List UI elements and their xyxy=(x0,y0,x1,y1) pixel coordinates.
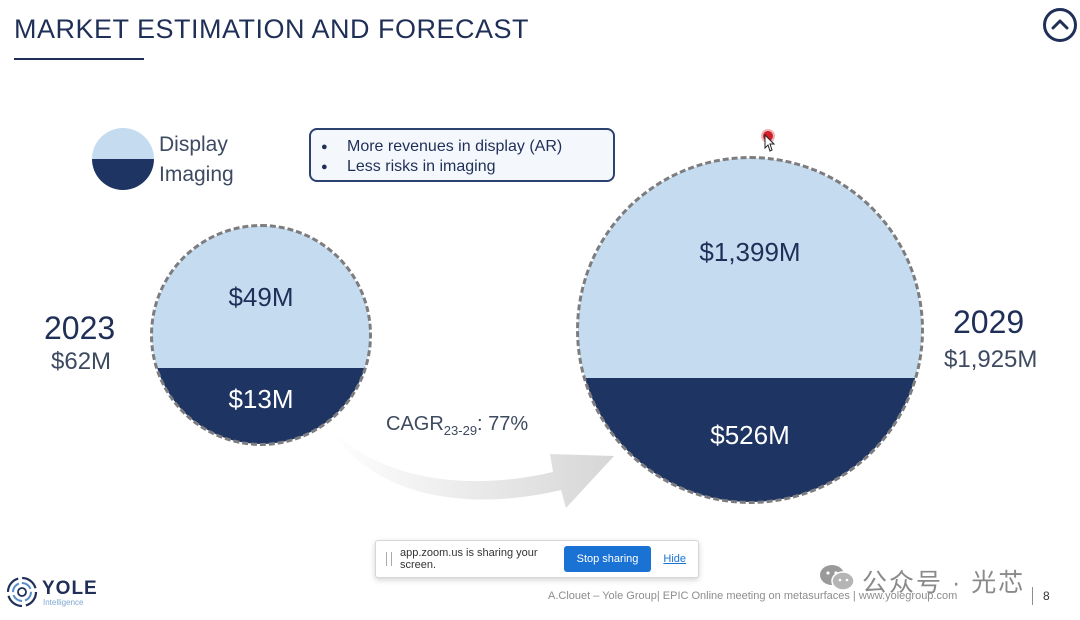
watermark-text: 公众号 · 光芯 xyxy=(862,569,1026,597)
slide-title: MARKET ESTIMATION AND FORECAST xyxy=(14,14,530,44)
stop-sharing-button[interactable]: Stop sharing xyxy=(563,546,652,572)
cagr-period: 23-29 xyxy=(443,423,478,438)
legend-display-swatch xyxy=(92,128,154,159)
legend-label-imaging: Imaging xyxy=(159,163,234,186)
year-2023: 2023 xyxy=(44,310,116,346)
cagr-text: CAGR xyxy=(386,413,444,435)
value-2023-imaging: $13M xyxy=(228,384,294,414)
legend-imaging-swatch xyxy=(92,159,154,190)
total-2029: $1,925M xyxy=(944,346,1038,373)
value-2029-imaging: $526M xyxy=(710,420,790,450)
screen-share-banner: app.zoom.us is sharing your screen. Stop… xyxy=(375,540,699,578)
notes-box: ● More revenues in display (AR) ● Less r… xyxy=(309,128,615,182)
legend-label-display: Display xyxy=(159,133,228,156)
note-text: Less risks in imaging xyxy=(347,158,496,175)
cagr-value: : 77% xyxy=(477,413,529,435)
wechat-icon xyxy=(818,563,856,598)
brand-name: YOLE xyxy=(42,578,98,599)
chevron-up-icon[interactable] xyxy=(1043,8,1077,42)
footer-text: A.Clouet – Yole Group| EPIC Online meeti… xyxy=(548,590,958,602)
yole-logo-icon xyxy=(6,576,38,608)
bullet-icon: ● xyxy=(321,161,328,173)
legend-swatch xyxy=(92,128,154,190)
growth-arrow-icon xyxy=(318,420,618,517)
note-item: ● More revenues in display (AR) xyxy=(321,137,613,157)
value-2029-display: $1,399M xyxy=(699,237,801,267)
drag-handle-icon[interactable] xyxy=(386,552,392,566)
bullet-icon: ● xyxy=(321,141,328,153)
page-number: 8 xyxy=(1043,589,1050,603)
footer-divider xyxy=(1032,587,1033,605)
brand-tagline: Intelligence xyxy=(43,598,84,607)
bubble-2023-outline xyxy=(150,224,372,446)
mouse-pointer-icon xyxy=(764,133,776,157)
total-2023: $62M xyxy=(51,348,112,375)
title-underline xyxy=(14,58,144,60)
hide-link[interactable]: Hide xyxy=(663,553,686,565)
share-status-text: app.zoom.us is sharing your screen. xyxy=(400,547,538,571)
note-text: More revenues in display (AR) xyxy=(347,138,563,155)
bubble-2029-outline xyxy=(576,156,924,504)
value-2023-display: $49M xyxy=(228,282,294,312)
note-item: ● Less risks in imaging xyxy=(321,157,613,177)
pointer-highlight xyxy=(763,131,773,141)
cagr-label: CAGR23-29: 77% xyxy=(386,413,528,438)
year-2029: 2029 xyxy=(953,304,1025,340)
